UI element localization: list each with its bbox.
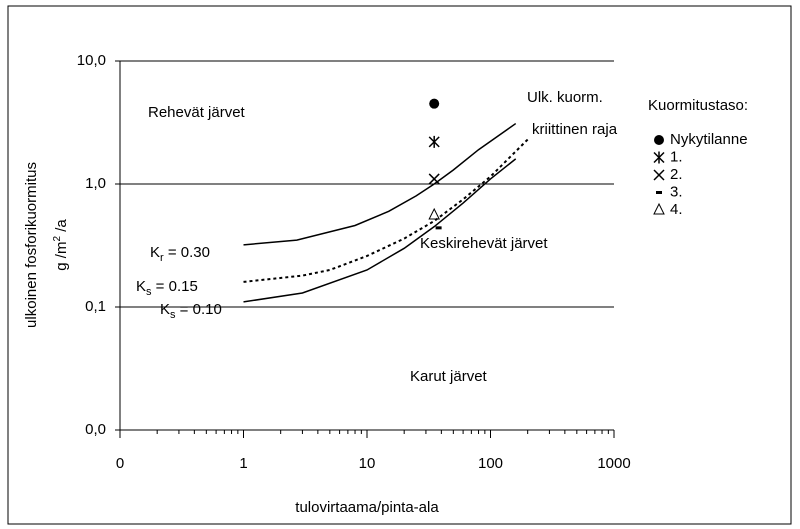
marker-shape bbox=[653, 169, 665, 181]
curve bbox=[243, 138, 529, 283]
marker-shape bbox=[428, 173, 440, 185]
curve-label: Kr = 0.30 bbox=[150, 244, 210, 264]
label-base: K bbox=[160, 301, 170, 318]
curve bbox=[243, 158, 517, 303]
marker bbox=[428, 207, 441, 220]
x-tick-label: 1000 bbox=[597, 455, 630, 472]
x-tick-label: 10 bbox=[359, 455, 376, 472]
y-axis-label: ulkoinen fosforikuormitus bbox=[23, 162, 40, 328]
marker bbox=[653, 169, 665, 181]
chart-border bbox=[7, 5, 792, 525]
x-tick-label: 0 bbox=[116, 455, 124, 472]
marker bbox=[435, 226, 442, 230]
unit-sup: 2 bbox=[52, 236, 63, 242]
annotation: kriittinen raja bbox=[532, 121, 618, 138]
legend-label: Nykytilanne bbox=[670, 131, 748, 148]
marker-shape bbox=[656, 191, 662, 194]
label-sub: s bbox=[146, 286, 152, 298]
legend-label: 1. bbox=[670, 148, 683, 165]
curve-label: Ks = 0.10 bbox=[160, 301, 222, 321]
annotation: Keskirehevät järvet bbox=[420, 235, 548, 252]
label-base: K bbox=[150, 244, 160, 261]
y-tick-label: 10,0 bbox=[77, 52, 106, 69]
annotation: Karut järvet bbox=[410, 368, 488, 385]
x-tick-label: 1 bbox=[239, 455, 247, 472]
marker bbox=[656, 191, 662, 194]
x-tick-label: 100 bbox=[478, 455, 503, 472]
marker bbox=[429, 98, 440, 109]
annotation: Rehevät järvet bbox=[148, 104, 246, 121]
curve-label: Ks = 0.15 bbox=[136, 278, 198, 298]
y-tick-label: 0,0 bbox=[85, 421, 106, 438]
y-tick-label: 1,0 bbox=[85, 175, 106, 192]
label-sub: s bbox=[170, 309, 176, 321]
marker bbox=[654, 135, 664, 145]
legend-label: 2. bbox=[670, 166, 683, 183]
marker-shape bbox=[428, 207, 441, 220]
legend-label: 4. bbox=[670, 201, 683, 218]
label-base: K bbox=[136, 278, 146, 295]
y-axis-unit: g /m2 /a bbox=[52, 219, 70, 271]
label-sub: r bbox=[160, 252, 164, 264]
marker-shape bbox=[435, 226, 442, 230]
marker-shape bbox=[653, 202, 665, 215]
unit-part: /a bbox=[53, 219, 70, 236]
marker bbox=[428, 173, 440, 185]
marker bbox=[653, 151, 665, 164]
label-rest: = 0.15 bbox=[152, 278, 198, 295]
annotation: Ulk. kuorm. bbox=[527, 89, 603, 106]
y-tick-label: 0,1 bbox=[85, 298, 106, 315]
marker bbox=[428, 135, 440, 148]
x-axis-label: tulovirtaama/pinta-ala bbox=[295, 499, 439, 516]
legend-title: Kuormitustaso: bbox=[648, 97, 748, 114]
marker-shape bbox=[429, 98, 440, 109]
curve bbox=[243, 122, 517, 246]
label-rest: = 0.10 bbox=[176, 301, 222, 318]
unit-part: g /m bbox=[53, 242, 70, 271]
marker-shape bbox=[654, 135, 664, 145]
label-rest: = 0.30 bbox=[164, 244, 210, 261]
legend-label: 3. bbox=[670, 183, 683, 200]
marker bbox=[653, 202, 665, 215]
